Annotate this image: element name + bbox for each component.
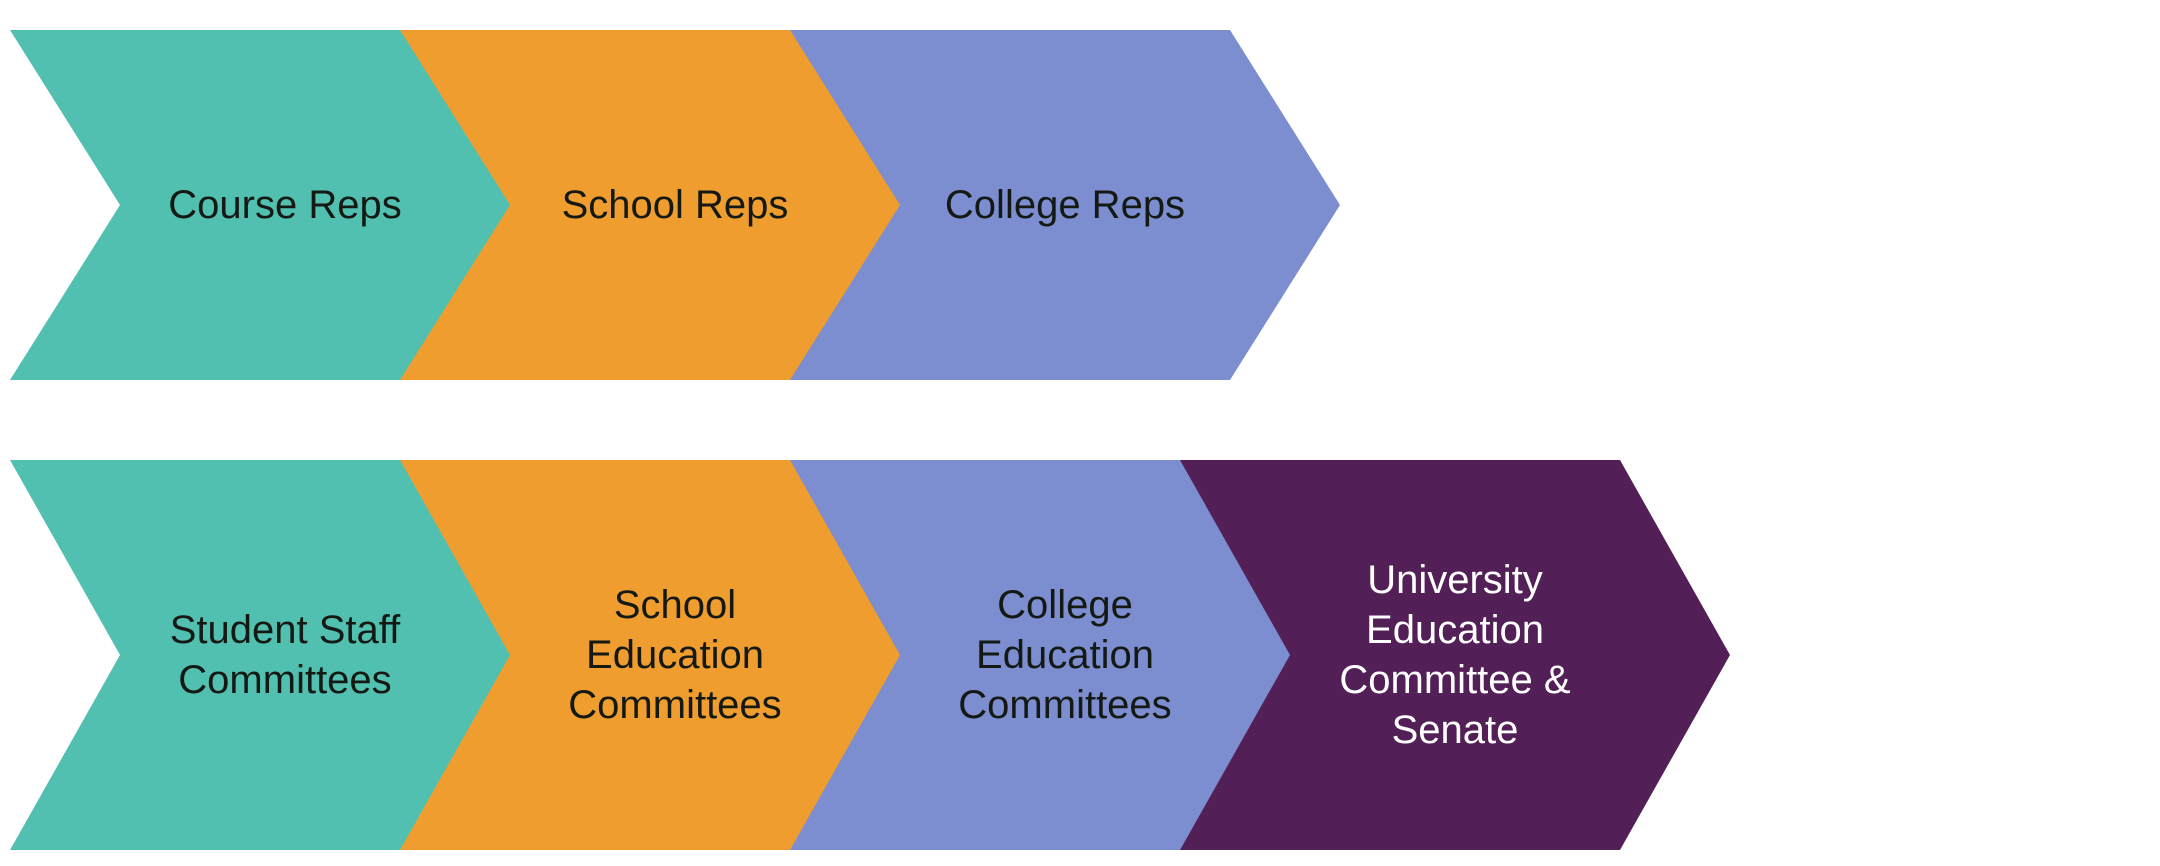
chevron-node: College Reps [790,30,1340,380]
chevron-label: School Reps [520,30,830,380]
chevron-row: Student Staff Committees School Education… [0,460,2160,850]
chevron-label: College Education Committees [910,460,1220,850]
chevron-row: Course Reps School Reps College Reps [0,30,2160,380]
chevron-label: School Education Committees [520,460,830,850]
chevron-label: Course Reps [130,30,440,380]
chevron-label: University Education Committee & Senate [1300,460,1610,850]
chevron-label: College Reps [910,30,1220,380]
chevron-node: University Education Committee & Senate [1180,460,1730,850]
chevron-label: Student Staff Committees [130,460,440,850]
